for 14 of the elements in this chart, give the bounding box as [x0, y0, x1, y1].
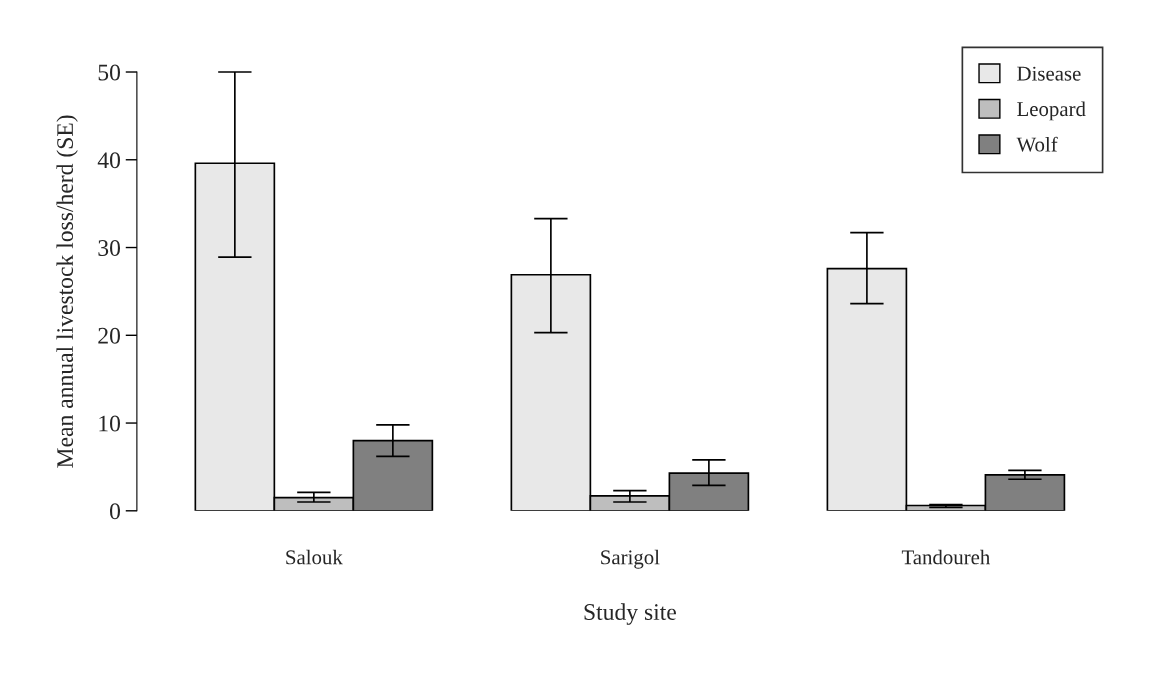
y-tick-label: 20 — [98, 327, 121, 344]
y-tick-label: 10 — [99, 415, 121, 432]
y-tick-label: 30 — [98, 240, 121, 256]
y-tick-label: 40 — [97, 152, 121, 169]
legend-label: Wolf — [1016, 136, 1058, 152]
x-tick-label: Tandoureh — [901, 549, 991, 565]
legend-label: Leopard — [1017, 101, 1086, 121]
y-axis-title: Mean annual livestock loss/herd (SE) — [56, 115, 78, 468]
y-tick-label: 50 — [98, 64, 121, 81]
y-tick-label: 0 — [110, 503, 121, 520]
x-tick-label: Salouk — [286, 549, 343, 565]
x-axis-title: Study site — [584, 603, 676, 625]
x-tick-label: Sarigol — [601, 549, 660, 569]
legend-label: Disease — [1017, 66, 1081, 81]
